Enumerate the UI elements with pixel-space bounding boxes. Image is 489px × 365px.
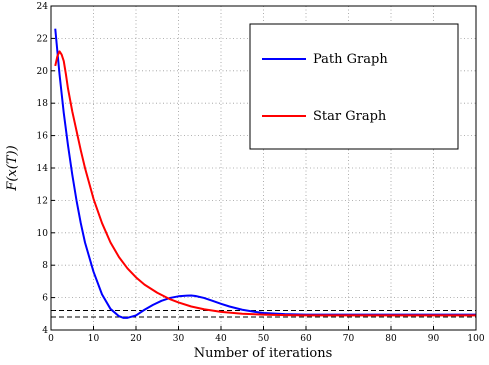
x-tick-label: 30 — [173, 334, 185, 344]
reference-lines — [51, 310, 476, 318]
x-tick-label: 40 — [215, 334, 227, 344]
y-tick-label: 16 — [37, 132, 49, 142]
x-tick-label: 50 — [258, 334, 270, 344]
y-axis-label: F(x(T)) — [5, 145, 20, 191]
y-tick-label: 18 — [37, 99, 49, 109]
legend-label-star-graph: Star Graph — [313, 109, 387, 124]
y-tick-label: 10 — [37, 229, 49, 239]
series-line-path-graph — [54, 28, 476, 319]
x-axis-label: Number of iterations — [194, 346, 333, 361]
y-axis-ticks: 4 6 8 10 12 14 16 18 20 22 24 — [37, 2, 55, 336]
x-tick-label: 80 — [385, 334, 397, 344]
legend: Path Graph Star Graph — [249, 23, 459, 150]
series-line-star-graph — [54, 50, 476, 317]
y-tick-label: 20 — [37, 67, 49, 77]
y-tick-label: 4 — [42, 326, 48, 336]
y-tick-label: 6 — [42, 294, 48, 304]
legend-box — [249, 23, 459, 150]
x-tick-label: 0 — [48, 334, 54, 344]
y-tick-label: 22 — [37, 34, 48, 44]
x-axis-ticks: 0 10 20 30 40 50 60 70 80 90 100 — [48, 326, 485, 344]
x-tick-label: 90 — [428, 334, 440, 344]
x-tick-label: 70 — [343, 334, 355, 344]
legend-label-path-graph: Path Graph — [313, 52, 388, 67]
y-tick-label: 24 — [37, 2, 49, 12]
y-tick-label: 12 — [37, 196, 48, 206]
x-tick-label: 100 — [467, 334, 484, 344]
x-tick-label: 10 — [88, 334, 100, 344]
series-group — [54, 28, 476, 319]
y-tick-label: 8 — [42, 261, 48, 271]
y-tick-label: 14 — [37, 164, 49, 174]
x-tick-label: 60 — [300, 334, 312, 344]
x-tick-label: 20 — [130, 334, 142, 344]
